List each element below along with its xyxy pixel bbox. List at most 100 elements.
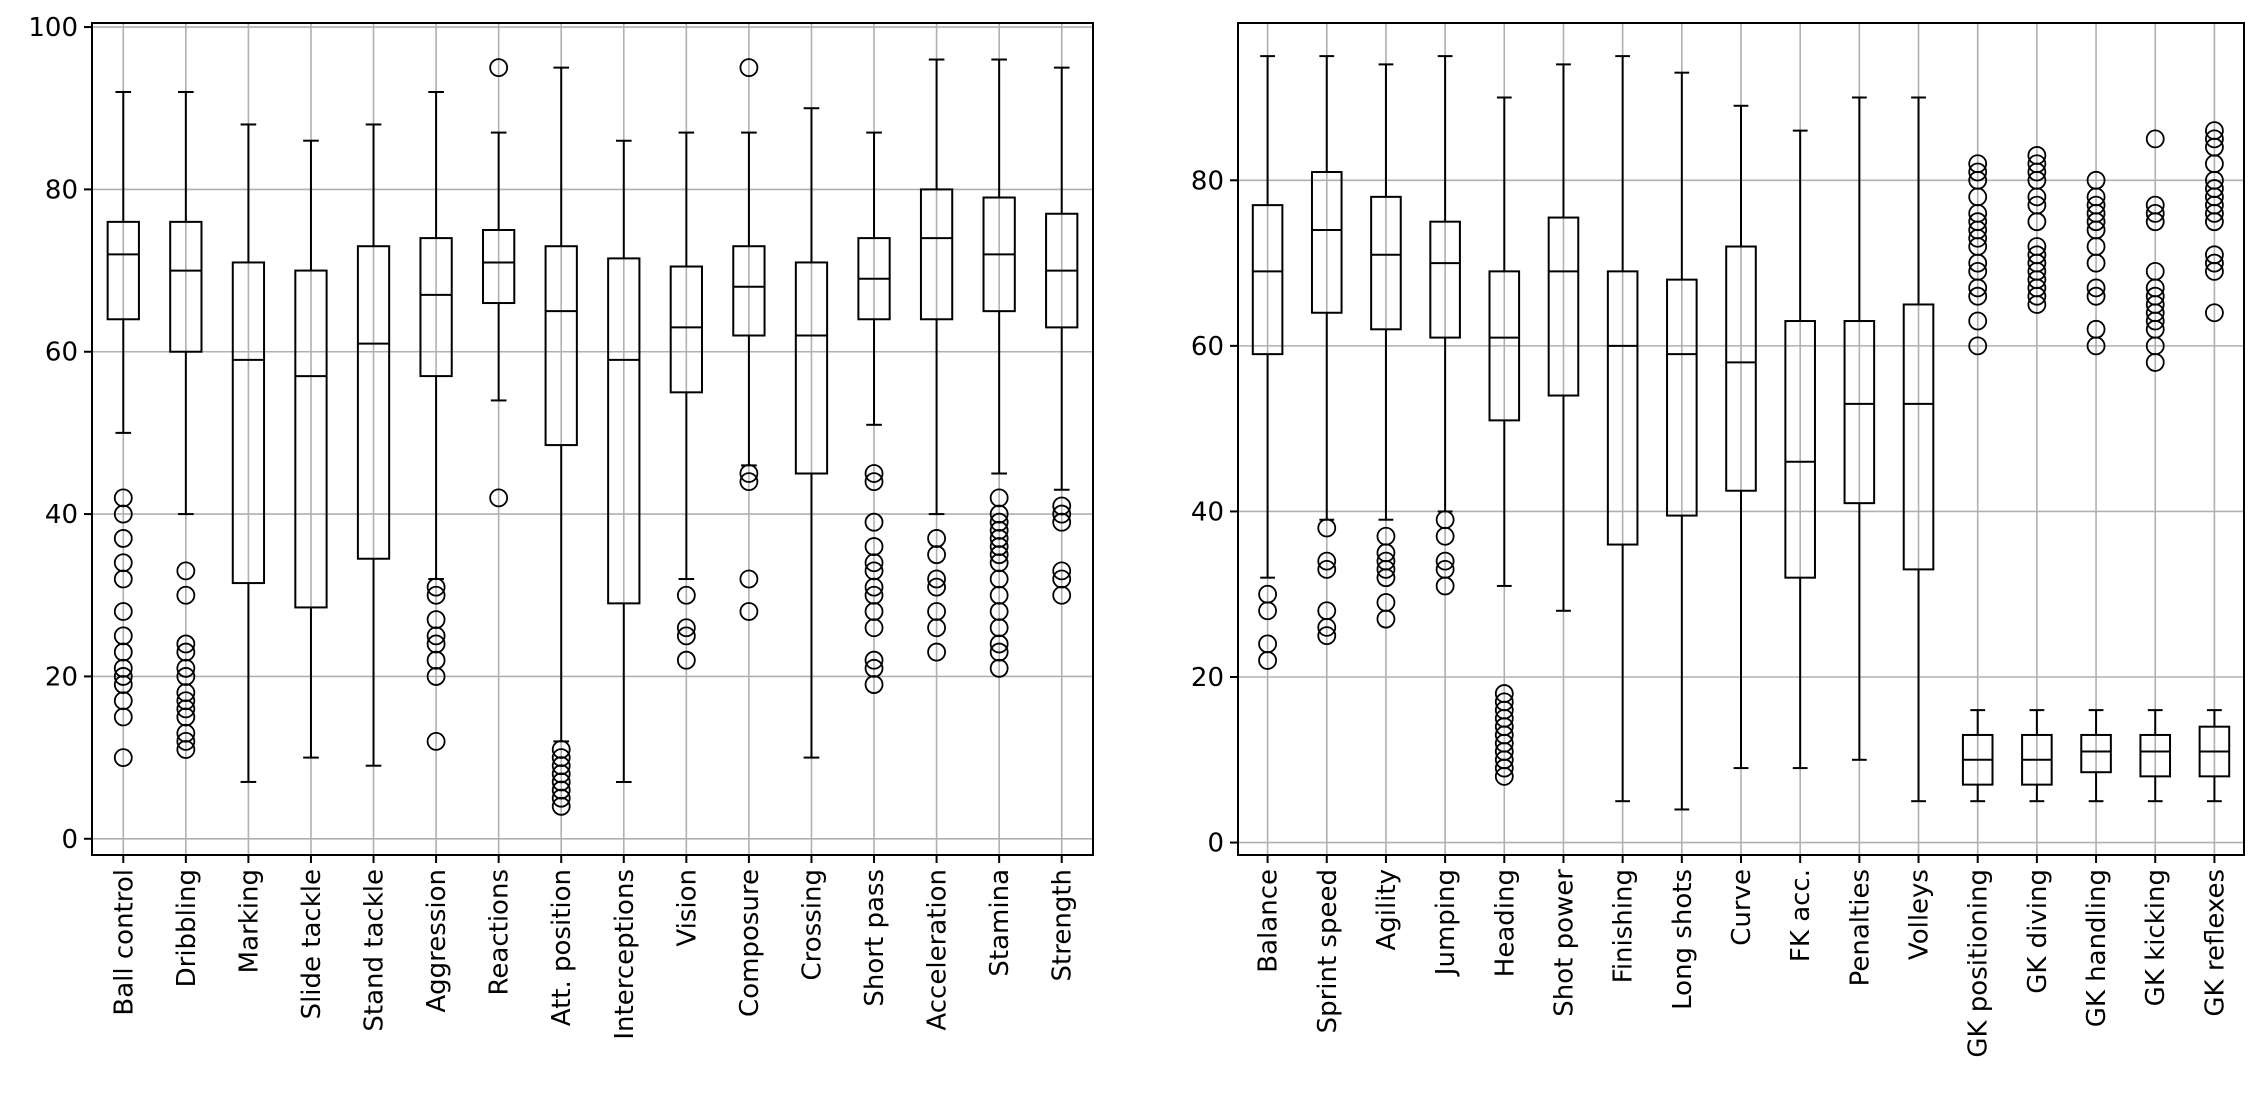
outlier-point	[113, 529, 133, 548]
iqr-box	[419, 237, 453, 378]
y-tick-label: 60	[45, 338, 78, 368]
x-tick-label: Short pass	[860, 869, 890, 1007]
box-long-shots	[1666, 71, 1698, 811]
outlier-point	[113, 602, 133, 621]
box-agility	[1370, 63, 1402, 629]
x-tick-label: Dribbling	[172, 869, 202, 987]
panel-2: 0 20 40 60 80 Balance Sprint speed Agility Jumpi…	[1191, 22, 2245, 1058]
panel-1: 0 20 40 60 80 100 Ball control Dribbling Marking…	[28, 13, 1094, 1040]
x-tick-label: GK handling	[2082, 869, 2112, 1027]
iqr-box	[106, 220, 140, 321]
x-tick-label: Sprint speed	[1313, 869, 1343, 1033]
outlier-point	[864, 464, 884, 483]
outlier-point	[1376, 593, 1396, 612]
outlier-point	[989, 512, 1009, 532]
outlier-point	[2145, 129, 2165, 149]
outlier-point	[2027, 245, 2047, 265]
x-tick-label: Finishing	[1609, 869, 1639, 983]
outlier-point	[1968, 162, 1988, 182]
outlier-point	[864, 472, 884, 492]
iqr-box	[1902, 303, 1935, 571]
box-acceleration	[919, 58, 954, 662]
outlier-point	[2086, 319, 2106, 339]
outlier-point	[676, 585, 696, 605]
outlier-point	[1052, 569, 1072, 589]
y-tick-label: 60	[1191, 332, 1224, 362]
outlier-point	[1052, 504, 1072, 524]
x-tick-label: Slide tackle	[297, 869, 327, 1019]
outlier-point	[2145, 195, 2165, 215]
box-gk-reflexes	[2198, 121, 2231, 803]
outlier-point	[1317, 626, 1337, 646]
iqr-box	[2080, 733, 2112, 774]
outlier-point	[426, 610, 446, 630]
iqr-box	[1606, 270, 1639, 546]
outlier-point	[489, 58, 509, 78]
box-slide-tackle	[294, 139, 328, 759]
box-gk-handling	[2080, 170, 2112, 803]
outlier-point	[739, 569, 759, 589]
outlier-point	[2205, 129, 2224, 149]
outlier-point	[113, 748, 133, 767]
x-tick-label: Heading	[1490, 869, 1520, 977]
box-balance	[1251, 55, 1284, 670]
box-heading	[1488, 96, 1521, 786]
x-tick-label: GK kicking	[2141, 869, 2171, 1006]
box-ball-control	[106, 90, 140, 767]
x-tick-label: Volleys	[1905, 869, 1935, 960]
outlier-point	[864, 658, 884, 678]
iqr-box	[669, 265, 703, 394]
iqr-box	[482, 228, 516, 305]
iqr-box	[794, 261, 829, 475]
box-short-pass	[857, 131, 891, 694]
x-tick-label: GK reflexes	[2200, 869, 2230, 1017]
x-tick-label: Agility	[1372, 869, 1402, 951]
outlier-point	[426, 731, 446, 751]
x-tick-label: Crossing	[797, 869, 827, 980]
box-finishing	[1606, 55, 1639, 803]
x-tick-label: Penalties	[1845, 869, 1875, 986]
box-sprint-speed	[1310, 55, 1343, 646]
outlier-point	[676, 650, 696, 670]
box-dribbling	[169, 90, 203, 759]
iqr-box	[607, 257, 641, 605]
outlier-point	[2205, 245, 2224, 265]
box-curve	[1725, 104, 1757, 770]
outlier-point	[2086, 170, 2106, 190]
outlier-point	[426, 585, 446, 605]
outlier-point	[113, 488, 133, 508]
iqr-box	[231, 261, 266, 585]
iqr-box	[1725, 245, 1757, 492]
x-tick-label: Long shots	[1668, 869, 1698, 1010]
iqr-box	[544, 245, 578, 447]
x-tick-label: Att. position	[547, 869, 577, 1026]
iqr-box	[732, 245, 766, 337]
y-tick-label: 40	[1191, 497, 1224, 527]
box-fk-acc-	[1784, 129, 1816, 770]
x-tick-label: FK acc.	[1786, 869, 1816, 962]
outlier-point	[739, 464, 759, 483]
box-stamina	[982, 58, 1016, 678]
outlier-point	[2027, 237, 2047, 256]
outlier-point	[113, 626, 133, 646]
outlier-point	[2086, 286, 2106, 306]
outlier-point	[1435, 551, 1455, 571]
y-tick-label: 80	[1191, 166, 1224, 196]
y-tick-label: 0	[1207, 829, 1224, 859]
box-gk-positioning	[1961, 154, 1994, 803]
iqr-box	[1429, 220, 1461, 339]
y-tick-label: 20	[1191, 663, 1224, 693]
iqr-box	[1784, 320, 1816, 579]
outlier-point	[739, 58, 759, 78]
outlier-point	[864, 512, 884, 532]
x-tick-label: Stamina	[985, 869, 1015, 977]
x-tick-label: Marking	[234, 869, 264, 973]
box-aggression	[419, 90, 453, 751]
y-tick-label: 80	[45, 175, 78, 205]
y-tick-label: 20	[45, 662, 78, 692]
outlier-point	[2086, 195, 2106, 215]
outlier-point	[2145, 286, 2165, 306]
box-gk-diving	[2021, 146, 2053, 803]
outlier-point	[676, 626, 696, 646]
